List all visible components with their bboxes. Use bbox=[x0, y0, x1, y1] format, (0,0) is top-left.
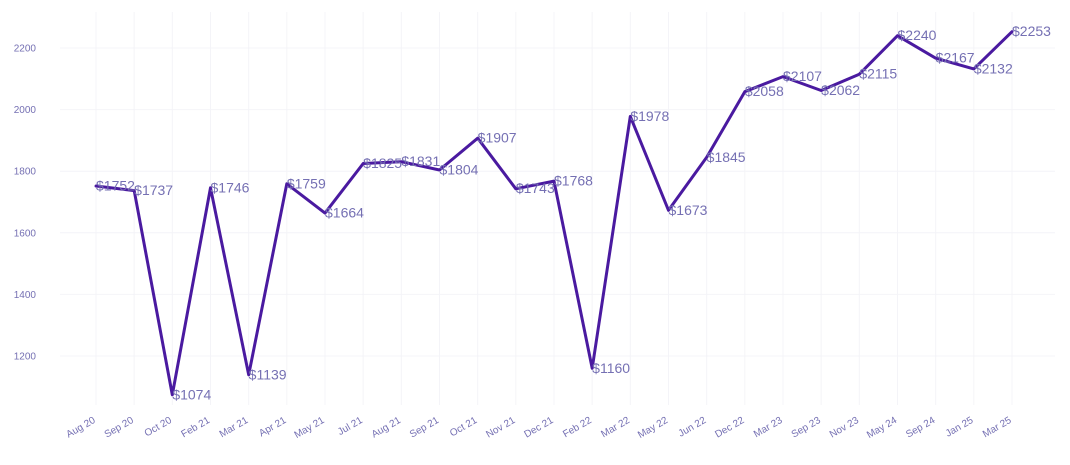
x-tick-label: Nov 23 bbox=[828, 415, 861, 441]
data-label: $1831 bbox=[401, 153, 440, 169]
data-label: $1752 bbox=[96, 177, 135, 193]
data-label: $1737 bbox=[134, 182, 173, 198]
data-label: $1825 bbox=[363, 155, 402, 171]
data-label: $1804 bbox=[440, 161, 479, 177]
data-label: $1743 bbox=[516, 180, 555, 196]
data-label: $2115 bbox=[859, 66, 897, 82]
y-tick-label: 1800 bbox=[14, 167, 37, 178]
x-tick-label: Feb 21 bbox=[180, 415, 213, 440]
x-tick-label: Dec 21 bbox=[523, 415, 556, 441]
data-label: $1978 bbox=[630, 108, 669, 124]
y-tick-label: 1600 bbox=[14, 228, 37, 239]
x-tick-label: Mar 21 bbox=[218, 415, 251, 440]
x-gridlines bbox=[95, 12, 1013, 405]
y-tick-label: 2000 bbox=[14, 105, 37, 116]
x-tick-label: Mar 25 bbox=[981, 415, 1014, 440]
x-tick-label: Feb 22 bbox=[561, 415, 594, 440]
data-label: $2062 bbox=[821, 82, 860, 98]
x-tick-label: Mar 23 bbox=[752, 415, 785, 440]
y-tick-label: 1400 bbox=[14, 290, 37, 301]
data-label: $2107 bbox=[783, 68, 822, 84]
x-tick-label: Dec 22 bbox=[713, 415, 746, 441]
data-label: $1664 bbox=[325, 205, 364, 221]
data-label: $1074 bbox=[172, 386, 211, 402]
x-tick-label: Sep 21 bbox=[408, 415, 441, 441]
y-gridlines bbox=[60, 47, 1055, 357]
data-label: $1160 bbox=[592, 360, 630, 376]
data-label: $1768 bbox=[554, 173, 593, 189]
x-tick-label: Nov 21 bbox=[484, 415, 517, 441]
x-tick-label: Jan 25 bbox=[944, 415, 976, 440]
x-tick-label: Sep 20 bbox=[103, 415, 136, 441]
x-tick-label: Jun 22 bbox=[677, 415, 709, 440]
data-label: $2167 bbox=[936, 50, 975, 66]
data-label: $2253 bbox=[1012, 23, 1051, 39]
y-axis-ticks: 1200 1400 1600 1800 2000 2200 bbox=[14, 44, 37, 363]
data-label: $1746 bbox=[211, 179, 250, 195]
x-tick-label: Sep 24 bbox=[904, 415, 937, 441]
series-line bbox=[94, 30, 1014, 397]
data-label: $1673 bbox=[669, 202, 708, 218]
x-tick-label: Oct 21 bbox=[448, 415, 479, 439]
data-labels: $1752 $1737 $1074 $1746 $1139 $1759 $1664 $1825… bbox=[96, 23, 1051, 402]
x-tick-label: May 21 bbox=[293, 415, 327, 441]
y-tick-label: 2200 bbox=[14, 44, 37, 55]
y-tick-label: 1200 bbox=[14, 352, 37, 363]
x-tick-label: Sep 23 bbox=[790, 415, 823, 441]
x-tick-label: Aug 20 bbox=[65, 415, 98, 441]
x-tick-label: May 22 bbox=[636, 415, 670, 441]
x-tick-label: Aug 21 bbox=[370, 415, 403, 441]
data-label: $2132 bbox=[974, 60, 1013, 76]
data-label: $1907 bbox=[478, 130, 517, 146]
data-label: $1139 bbox=[249, 366, 287, 382]
x-tick-label: May 24 bbox=[865, 415, 899, 441]
data-label: $2240 bbox=[898, 27, 937, 43]
x-tick-label: Oct 20 bbox=[143, 415, 174, 439]
x-tick-label: Mar 22 bbox=[599, 415, 632, 440]
data-label: $2058 bbox=[745, 83, 784, 99]
x-tick-label: Apr 21 bbox=[257, 415, 288, 439]
data-label: $1759 bbox=[287, 175, 326, 191]
x-tick-label: Jul 21 bbox=[336, 415, 365, 438]
data-label: $1845 bbox=[707, 149, 746, 165]
x-axis-ticks: Aug 20 Sep 20 Oct 20 Feb 21 Mar 21 Apr 21 May … bbox=[65, 415, 1014, 441]
